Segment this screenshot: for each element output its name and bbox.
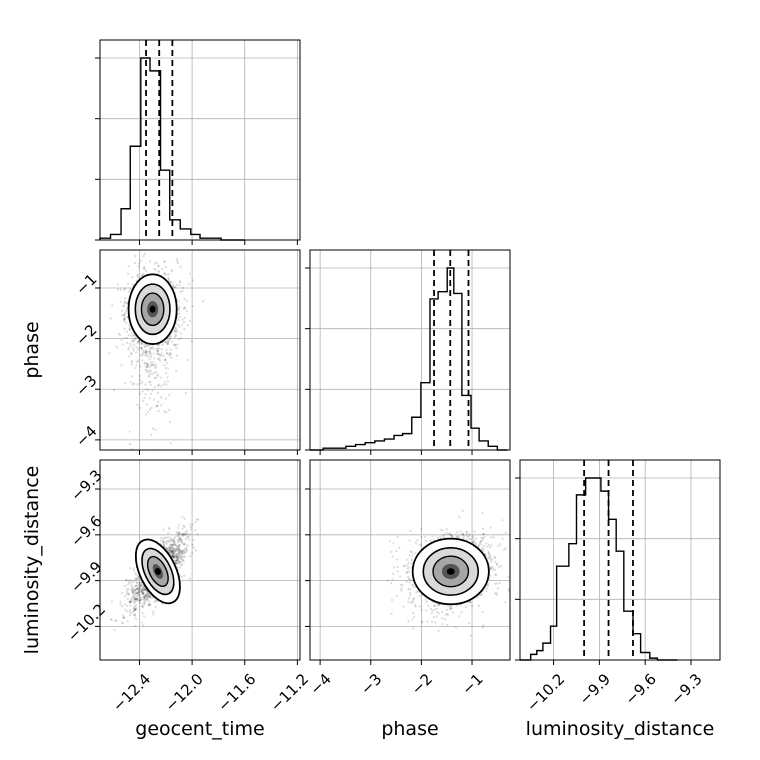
panel-frame — [309, 249, 511, 451]
panel-luminosity-distance-vs-geocent-time: −12.4 −12.0 −11.6 −11.2−10.2−9.9−9.6−9.3 — [64, 459, 312, 715]
y-axis-label-phase: phase — [21, 321, 43, 378]
contour-level — [149, 305, 156, 313]
histogram-phase — [310, 267, 508, 451]
histogram-geocent-time — [99, 57, 245, 241]
x-axis-label-geocent-time: geocent_time — [135, 718, 264, 740]
contour-level — [154, 568, 161, 575]
x-axis-label-luminosity-distance: luminosity_distance — [526, 718, 715, 740]
panel-luminosity-distance-vs-phase: −4 −3 −2 −1 — [305, 459, 511, 698]
panel-frame — [519, 459, 721, 661]
contour-level — [446, 568, 455, 575]
panel-frame — [99, 249, 301, 451]
panel-geocent-time-histogram — [95, 39, 301, 245]
histogram-luminosity-distance — [520, 477, 678, 661]
panel-phase-histogram — [305, 249, 511, 455]
panel-frame — [99, 39, 301, 241]
panel-frame — [309, 459, 511, 661]
panel-frame — [99, 459, 301, 661]
plot-area — [100, 460, 300, 660]
x-axis-label-phase: phase — [381, 718, 438, 740]
panel-phase-vs-geocent-time: −4−3−2−1 — [72, 249, 301, 455]
density-contours — [134, 538, 181, 605]
density-contours — [411, 537, 490, 606]
plot-area — [100, 250, 300, 450]
plot-area — [100, 40, 300, 240]
plot-area — [310, 250, 510, 450]
density-contours — [127, 273, 178, 345]
y-axis-label-luminosity-distance: luminosity_distance — [21, 466, 43, 655]
